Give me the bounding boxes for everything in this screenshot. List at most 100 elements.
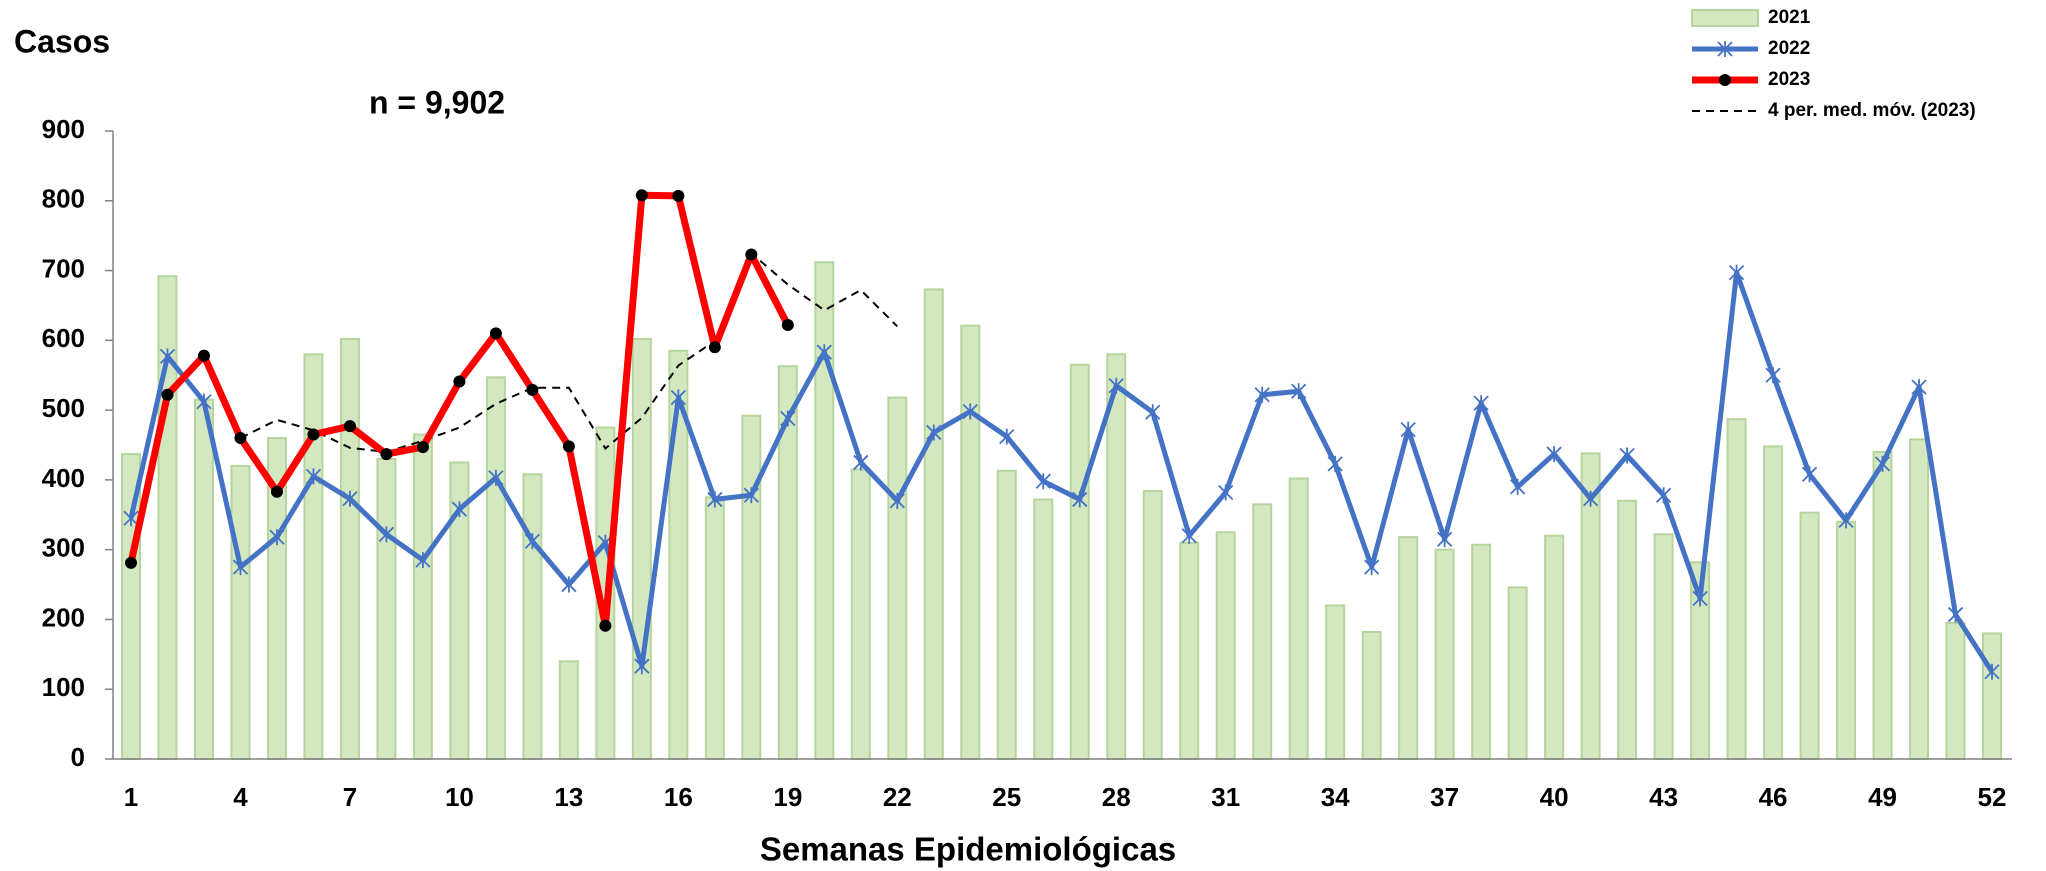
marker (889, 492, 905, 509)
y-tick-label: 700 (42, 253, 85, 283)
y-axis-title: Casos (14, 23, 110, 59)
bar (1872, 450, 1893, 760)
marker (342, 490, 358, 507)
marker (634, 658, 650, 675)
marker (380, 448, 393, 461)
marker (1838, 512, 1854, 529)
bar (1945, 621, 1966, 761)
marker (599, 619, 612, 632)
bar (339, 337, 360, 760)
marker (1874, 455, 1891, 472)
y-tick-label: 500 (42, 393, 85, 423)
marker (672, 189, 685, 202)
bar (1617, 499, 1638, 760)
bar (1033, 498, 1054, 760)
marker (1473, 395, 1489, 412)
marker (489, 327, 502, 340)
bar (1434, 548, 1455, 761)
bar (485, 376, 506, 760)
y-tick-label: 900 (42, 114, 85, 144)
x-tick-label: 40 (1540, 782, 1569, 812)
x-tick-label: 28 (1102, 782, 1131, 812)
y-tick-label: 200 (42, 602, 85, 632)
y-tick-label: 0 (71, 742, 85, 772)
bar (1909, 438, 1930, 760)
marker (1509, 478, 1526, 495)
marker (1801, 466, 1818, 483)
marker (962, 403, 978, 420)
bar (1836, 520, 1857, 760)
legend-marker (1717, 41, 1733, 57)
bar (1252, 503, 1273, 760)
bar (1799, 511, 1820, 760)
marker (378, 526, 395, 543)
marker (635, 189, 648, 202)
bar (704, 496, 725, 760)
bar (558, 660, 579, 760)
bar (1763, 445, 1784, 760)
marker (234, 432, 247, 445)
marker (562, 440, 575, 453)
marker (343, 420, 356, 433)
y-tick-label: 300 (42, 533, 85, 563)
x-tick-label: 34 (1321, 782, 1350, 812)
legend-label: 2023 (1768, 69, 1810, 90)
bar (303, 353, 324, 760)
bar (412, 433, 433, 760)
marker (1437, 531, 1453, 548)
marker (1911, 379, 1927, 396)
bar (1179, 541, 1200, 761)
bar (1069, 363, 1090, 760)
y-tick-label: 600 (42, 323, 85, 353)
marker (125, 556, 137, 569)
bar (376, 457, 397, 760)
marker (1108, 377, 1124, 394)
marker (1327, 455, 1343, 472)
bar (1142, 490, 1163, 760)
marker (1765, 367, 1781, 384)
marker (451, 501, 468, 518)
marker (1947, 606, 1964, 623)
marker (269, 529, 285, 546)
marker (1145, 404, 1161, 421)
marker (708, 341, 721, 354)
marker (1692, 590, 1708, 607)
x-tick-label: 1 (124, 782, 138, 812)
marker (1035, 473, 1051, 490)
y-tick-label: 100 (42, 672, 85, 702)
marker (670, 389, 686, 406)
legend-label: 2022 (1768, 38, 1810, 59)
marker (524, 533, 541, 550)
marker (196, 393, 212, 410)
marker (305, 468, 322, 485)
line (128, 270, 1995, 674)
bar (850, 468, 871, 760)
marker (1984, 663, 2000, 680)
bar (1215, 531, 1236, 760)
marker (999, 428, 1015, 445)
x-tick-label: 13 (554, 782, 583, 812)
marker (1728, 264, 1745, 281)
bar (1653, 533, 1674, 760)
bar (923, 288, 944, 760)
x-tick-label: 7 (343, 782, 357, 812)
marker (926, 424, 942, 441)
marker (1655, 487, 1672, 504)
marker (1072, 491, 1088, 508)
bar (887, 396, 908, 760)
x-tick-label: 49 (1868, 782, 1897, 812)
bar (996, 469, 1017, 760)
bar (814, 261, 835, 760)
marker (1364, 559, 1380, 576)
marker (1619, 447, 1635, 464)
bar (1544, 534, 1565, 761)
bar (1982, 632, 2002, 761)
bar (1398, 536, 1419, 761)
marker (743, 487, 759, 504)
bar (1726, 418, 1747, 760)
marker (197, 349, 210, 362)
marker (781, 318, 794, 331)
x-tick-label: 16 (664, 782, 693, 812)
marker (232, 559, 249, 576)
